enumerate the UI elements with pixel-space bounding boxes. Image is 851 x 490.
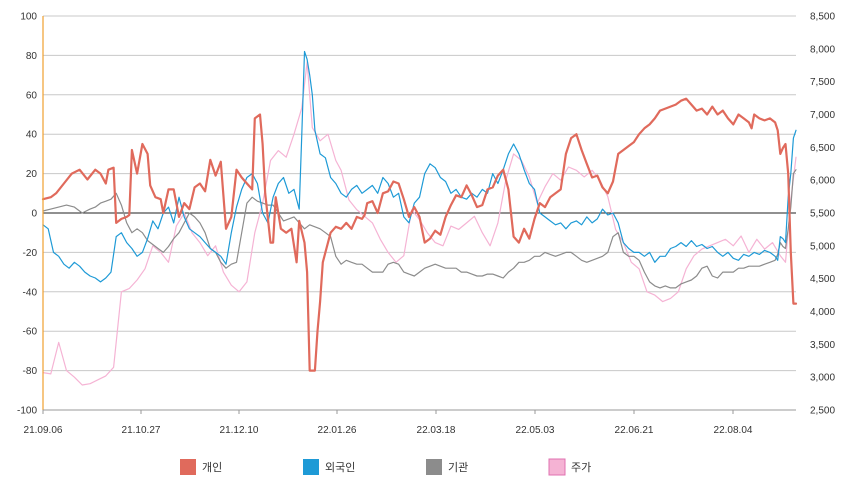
y-right-tick-label: 8,000 — [810, 44, 835, 55]
x-axis-ticks: 21.09.06 21.10.27 21.12.10 22.01.26 22.03.18… — [24, 410, 753, 436]
y-right-tick-label: 7,500 — [810, 77, 835, 88]
x-tick-label: 22.08.04 — [714, 425, 753, 436]
x-tick-label: 22.03.18 — [417, 425, 456, 436]
legend-swatch-individual — [180, 459, 196, 475]
legend-swatch-institution — [426, 459, 442, 475]
x-tick-label: 21.09.06 — [24, 425, 63, 436]
legend-label-price: 주가 — [571, 461, 591, 474]
y-left-tick-label: 0 — [31, 209, 37, 220]
series-lines — [41, 50, 798, 386]
y-right-tick-label: 6,500 — [810, 143, 835, 154]
y-axis-left-ticks: 100 80 60 40 20 0 -20 -40 -60 -80 -100 — [17, 12, 37, 417]
y-right-tick-label: 3,500 — [810, 340, 835, 351]
y-left-tick-label: -60 — [23, 327, 38, 338]
legend: 개인 외국인 기관 주가 — [180, 458, 591, 476]
series-line-institution — [42, 169, 797, 289]
x-tick-label: 21.12.10 — [220, 425, 259, 436]
y-left-tick-label: 60 — [26, 90, 38, 101]
y-right-tick-label: 8,500 — [810, 12, 835, 23]
y-right-tick-label: 6,000 — [810, 176, 835, 187]
y-left-tick-label: -100 — [17, 406, 37, 417]
legend-label-foreign: 외국인 — [325, 461, 355, 474]
y-axis-right-ticks: 8,500 8,000 7,500 7,000 6,500 6,000 5,500 5,000… — [810, 12, 835, 417]
y-left-tick-label: 20 — [26, 169, 38, 180]
y-right-tick-label: 5,000 — [810, 241, 835, 252]
series-line-price — [42, 61, 797, 386]
legend-label-individual: 개인 — [202, 461, 222, 474]
x-tick-label: 22.01.26 — [318, 425, 357, 436]
legend-swatch-price — [548, 458, 566, 476]
y-right-tick-label: 7,000 — [810, 110, 835, 121]
y-left-tick-label: 80 — [26, 51, 38, 62]
x-tick-label: 22.06.21 — [615, 425, 654, 436]
y-left-tick-label: -40 — [23, 287, 38, 298]
axes — [42, 16, 796, 411]
x-tick-label: 22.05.03 — [516, 425, 555, 436]
y-right-tick-label: 3,000 — [810, 373, 835, 384]
x-tick-label: 21.10.27 — [122, 425, 161, 436]
legend-swatch-foreign — [303, 459, 319, 475]
legend-label-institution: 기관 — [448, 461, 468, 474]
y-right-tick-label: 5,500 — [810, 209, 835, 220]
series-line-foreign — [42, 50, 797, 283]
y-left-tick-label: 100 — [20, 12, 37, 23]
y-left-tick-label: -20 — [23, 248, 38, 259]
y-right-tick-label: 4,000 — [810, 307, 835, 318]
y-right-tick-label: 4,500 — [810, 274, 835, 285]
series-line-individual — [41, 97, 798, 372]
y-right-tick-label: 2,500 — [810, 406, 835, 417]
y-left-tick-label: -80 — [23, 366, 38, 377]
y-left-tick-label: 40 — [26, 130, 38, 141]
grid — [43, 15, 796, 411]
